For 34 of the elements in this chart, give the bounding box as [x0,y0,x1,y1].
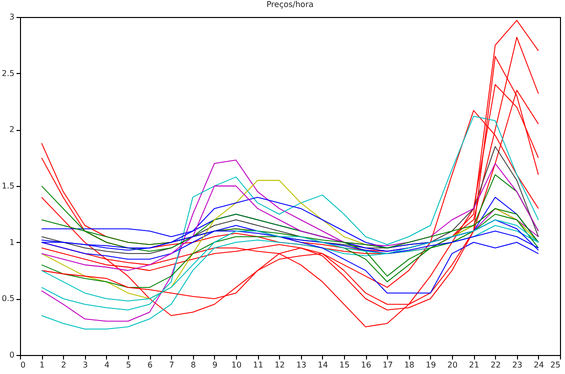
y-tick-label: 0.5 [2,294,14,304]
x-tick-label: 23 [512,360,522,370]
x-tick-label: 14 [318,360,328,370]
x-tick-label: 2 [61,360,66,370]
x-tick-label: 4 [104,360,110,370]
x-tick-label: 12 [274,360,285,370]
x-tick-label: 5 [126,360,132,370]
x-tick-label: 24 [534,360,544,370]
x-tick-label: 21 [469,360,480,370]
x-tick-label: 6 [148,360,153,370]
x-tick-label: 9 [212,360,218,370]
y-tick-label: 1 [9,238,14,247]
x-tick-label: 20 [447,360,458,370]
x-tick-label: 16 [361,360,372,370]
y-tick-label: 1.5 [2,182,14,190]
x-tick-label: 19 [426,360,436,370]
x-tick-label: 22 [490,360,501,370]
x-tick-label: 25 [550,360,560,370]
x-tick-label: 10 [231,360,242,370]
x-tick-label: 0 [20,360,26,370]
x-tick-label: 1 [40,360,45,370]
y-tick-label: 0 [9,350,14,360]
chart-title: Preços/hora [266,0,314,9]
x-tick-label: 13 [296,360,306,370]
x-tick-label: 15 [339,360,350,370]
y-tick-label: 2.5 [2,68,14,78]
x-tick-label: 8 [190,360,196,370]
x-tick-label: 18 [404,360,414,370]
x-tick-label: 3 [82,360,88,370]
y-tick-label: 2 [9,125,14,134]
y-tick-label: 3 [9,12,14,22]
x-tick-label: 7 [169,360,174,370]
x-tick-label: 17 [382,360,393,370]
x-tick-label: 11 [253,360,264,370]
